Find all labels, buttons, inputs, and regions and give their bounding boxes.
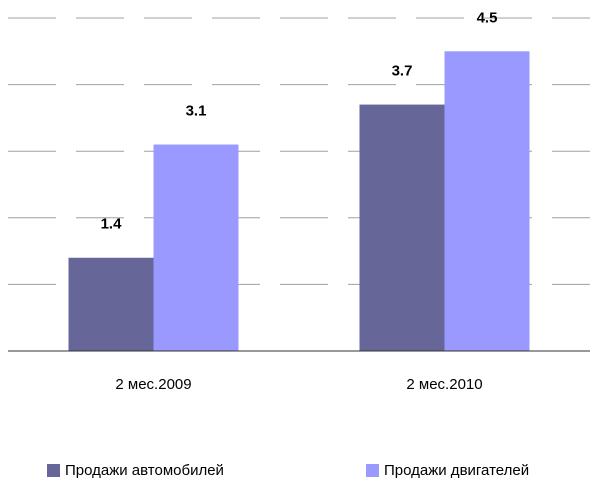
legend-label: Продажи двигателей (384, 462, 529, 479)
bar (153, 144, 239, 351)
legend-swatch (47, 464, 60, 477)
bar (444, 51, 530, 352)
legend-swatch (366, 464, 379, 477)
bar (68, 257, 154, 351)
value-label: 4.5 (477, 9, 498, 26)
value-label: 1.4 (101, 216, 123, 233)
value-label: 3.7 (392, 63, 413, 80)
x-tick-label: 2 мес.2009 (115, 376, 191, 393)
value-label: 3.1 (186, 103, 207, 120)
legend-label: Продажи автомобилей (65, 462, 224, 479)
bar (359, 104, 445, 351)
x-tick-label: 2 мес.2010 (406, 376, 482, 393)
